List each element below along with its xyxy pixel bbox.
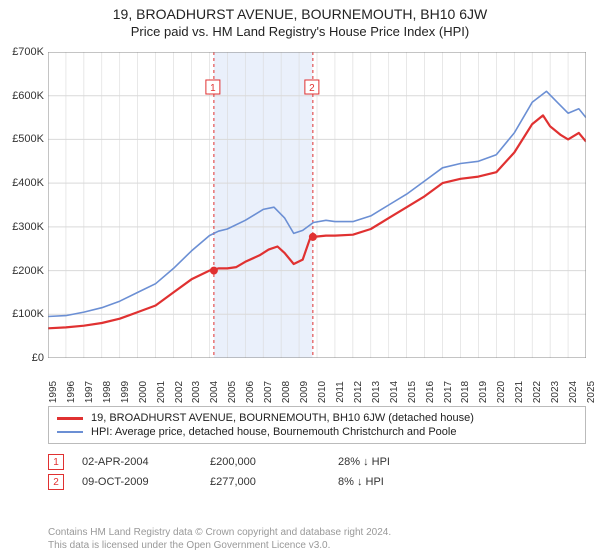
legend-swatch [57,417,83,420]
marker-row: 2 09-OCT-2009 £277,000 8% ↓ HPI [48,472,586,492]
x-tick-label: 2000 [138,381,149,403]
x-tick-label: 2007 [263,381,274,403]
y-tick-label: £0 [2,352,44,364]
legend-swatch [57,431,83,433]
chart-legend: 19, BROADHURST AVENUE, BOURNEMOUTH, BH10… [48,406,586,444]
y-tick-label: £200K [2,265,44,277]
legend-label: 19, BROADHURST AVENUE, BOURNEMOUTH, BH10… [91,412,474,424]
chart-title-sub: Price paid vs. HM Land Registry's House … [0,24,600,39]
marker-date: 09-OCT-2009 [82,476,192,488]
x-tick-label: 2005 [227,381,238,403]
x-tick-label: 2004 [209,381,220,403]
x-tick-label: 2019 [478,381,489,403]
y-tick-label: £100K [2,308,44,320]
x-tick-label: 2016 [425,381,436,403]
x-tick-label: 1997 [84,381,95,403]
footer-line-2: This data is licensed under the Open Gov… [48,539,586,552]
x-tick-label: 1999 [120,381,131,403]
x-tick-label: 2003 [191,381,202,403]
x-tick-label: 2021 [514,381,525,403]
marker-delta: 8% ↓ HPI [338,476,448,488]
x-tick-label: 2010 [317,381,328,403]
x-tick-label: 1996 [66,381,77,403]
x-tick-label: 2014 [389,381,400,403]
footer-line-1: Contains HM Land Registry data © Crown c… [48,526,586,539]
x-axis-labels: 1995 1996 1997 1998 1999 2000 2001 2002 2003 2004… [48,362,586,402]
x-tick-label: 2006 [245,381,256,403]
marker-date: 02-APR-2004 [82,456,192,468]
marker-number-box: 1 [48,454,64,470]
marker-row: 1 02-APR-2004 £200,000 28% ↓ HPI [48,452,586,472]
footer-attribution: Contains HM Land Registry data © Crown c… [48,526,586,552]
chart-svg: 12 [48,52,586,358]
marker-price: £277,000 [210,476,320,488]
x-tick-label: 1998 [102,381,113,403]
x-tick-label: 2001 [156,381,167,403]
svg-text:1: 1 [210,83,216,94]
x-tick-label: 2012 [353,381,364,403]
chart-title-address: 19, BROADHURST AVENUE, BOURNEMOUTH, BH10… [0,6,600,22]
svg-text:2: 2 [309,83,315,94]
y-tick-label: £300K [2,221,44,233]
x-tick-label: 2018 [460,381,471,403]
legend-label: HPI: Average price, detached house, Bour… [91,426,456,438]
x-tick-label: 2008 [281,381,292,403]
legend-row: HPI: Average price, detached house, Bour… [57,425,577,439]
marker-price: £200,000 [210,456,320,468]
x-tick-label: 2022 [532,381,543,403]
y-tick-label: £700K [2,46,44,58]
y-tick-label: £500K [2,133,44,145]
x-tick-label: 2015 [407,381,418,403]
x-tick-label: 2002 [174,381,185,403]
y-tick-label: £400K [2,177,44,189]
x-tick-label: 2011 [335,381,346,403]
x-tick-label: 2020 [496,381,507,403]
x-tick-label: 2023 [550,381,561,403]
marker-table: 1 02-APR-2004 £200,000 28% ↓ HPI 2 09-OCT-200… [48,452,586,492]
x-tick-label: 2024 [568,381,579,403]
marker-delta: 28% ↓ HPI [338,456,448,468]
x-tick-label: 2025 [586,381,597,403]
x-tick-label: 2009 [299,381,310,403]
chart-plot-area: 12 £0£100K£200K£300K£400K£500K£600K£700K [48,52,586,358]
x-tick-label: 2017 [443,381,454,403]
y-tick-label: £600K [2,90,44,102]
marker-number-box: 2 [48,474,64,490]
x-tick-label: 1995 [48,381,59,403]
x-tick-label: 2013 [371,381,382,403]
legend-row: 19, BROADHURST AVENUE, BOURNEMOUTH, BH10… [57,411,577,425]
